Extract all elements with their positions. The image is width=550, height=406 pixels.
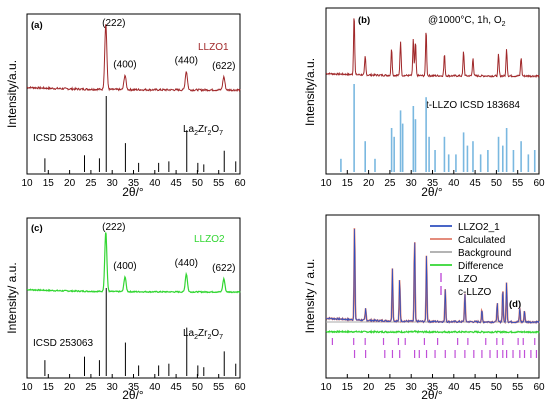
panel-a-peak-label: (622) <box>212 61 235 72</box>
panel-d-legend-label: Difference <box>458 261 504 272</box>
panel-c-peak-label: (222) <box>102 222 125 233</box>
panel-a-pattern-line <box>26 24 241 93</box>
panel-c-xtick-label: 35 <box>128 382 140 393</box>
panel-b-xtick-label: 45 <box>470 178 482 189</box>
panel-d-legend-label: c-LLZO <box>458 287 492 298</box>
panel-c-peak-label: (440) <box>175 258 198 269</box>
panel-c-reference-compound: La2Zr2O7 <box>183 328 223 341</box>
panel-d-xtick-label: 50 <box>491 382 503 393</box>
panel-d-xtick-label: 45 <box>470 382 482 393</box>
panel-d-xtick-label: 30 <box>406 382 418 393</box>
panel-c: (c) LLZO2 Intensity/ a.u. 2θ/° ICSD 2530… <box>5 217 246 402</box>
panel-c-xtick-label: 40 <box>149 382 161 393</box>
panel-d-xtick-label: 15 <box>342 382 354 393</box>
panel-b-condition-text: @1000°C, 1h, O <box>428 15 502 26</box>
panel-d-legend-label: LZO <box>458 274 478 285</box>
panel-d-ylabel: Intensity / a.u. <box>303 259 317 334</box>
panel-d-xtick-label: 55 <box>512 382 524 393</box>
panel-a-reference-compound: La2Zr2O7 <box>183 124 223 137</box>
panel-d: (d) Intensity / a.u. 2θ/° LLZO2_1 Calcula… <box>303 214 545 402</box>
panel-c-pattern-line <box>27 232 241 294</box>
panel-d-legend-label: Calculated <box>458 235 505 246</box>
panel-a: (a) LLZO1 Intensity/a.u. 2θ/° ICSD 25306… <box>5 13 246 199</box>
panel-d-xtick-label: 60 <box>533 382 545 393</box>
panel-a-xtick-label: 30 <box>107 178 119 189</box>
panel-b-xtick-label: 40 <box>448 178 460 189</box>
panel-b-plot: 10 15 20 25 30 35 40 45 50 55 60 <box>320 18 545 189</box>
panel-d-xtick-label: 40 <box>448 382 460 393</box>
panel-c-xtick-label: 25 <box>85 382 97 393</box>
panel-b-xtick-label: 35 <box>427 178 439 189</box>
panel-a-label: (a) <box>31 20 43 31</box>
panel-c-xtick-label: 20 <box>64 382 76 393</box>
panel-b-condition-subscript: 2 <box>502 21 506 28</box>
panel-b-pattern-line <box>325 18 540 79</box>
panel-b: (b) @1000°C, 1h, O2 Intensity/a.u. 2θ/° … <box>303 7 545 199</box>
panel-d-legend-label: LLZO2_1 <box>458 222 500 233</box>
panel-b-xtick-label: 60 <box>533 178 545 189</box>
panel-c-reference-label: ICSD 253063 <box>33 338 93 349</box>
panel-a-peak-label: (222) <box>102 18 125 29</box>
panel-d-xtick-label: 10 <box>320 382 332 393</box>
panel-c-peak-label: (400) <box>113 261 136 272</box>
panel-a-xtick-label: 50 <box>192 178 204 189</box>
panel-d-legend-box <box>424 218 536 300</box>
panel-a-xtick-label: 15 <box>43 178 55 189</box>
panel-a-reference-label: ICSD 253063 <box>33 133 93 144</box>
panel-b-reference-label: t-LLZO ICSD 183684 <box>426 100 520 111</box>
panel-c-plot: (222) (400) (440) (622) 10 15 20 25 30 35 40 45 50 55… <box>21 222 246 393</box>
panel-a-xtick-label: 55 <box>213 178 225 189</box>
panel-a-xtick-label: 20 <box>64 178 76 189</box>
panel-b-xtick-label: 55 <box>512 178 524 189</box>
panel-a-plot: (222) (400) (440) (622) 10 15 20 25 30 35 40 45 50 55… <box>21 18 246 189</box>
panel-c-xlabel: 2θ/° <box>122 388 144 402</box>
panel-a-xtick-label: 25 <box>85 178 97 189</box>
panel-a-xlabel: 2θ/° <box>122 185 144 199</box>
panel-a-series-label: LLZO1 <box>198 42 229 53</box>
panel-a-xtick-label: 45 <box>171 178 183 189</box>
panel-a-peak-label: (400) <box>113 59 136 70</box>
panel-d-xtick-label: 35 <box>427 382 439 393</box>
panel-c-xtick-label: 30 <box>107 382 119 393</box>
panel-b-xtick-label: 15 <box>342 178 354 189</box>
panel-d-difference-line <box>325 329 540 335</box>
panel-d-observed-line <box>325 228 540 324</box>
panel-c-xtick-label: 10 <box>21 382 33 393</box>
panel-d-legend-label: Background <box>458 248 511 259</box>
panel-d-xtick-label: 25 <box>384 382 396 393</box>
panel-c-xtick-label: 60 <box>234 382 246 393</box>
panel-b-xlabel: 2θ/° <box>421 185 443 199</box>
panel-d-label: (d) <box>509 299 521 310</box>
panel-b-label: (b) <box>358 15 370 26</box>
panel-c-peak-label: (622) <box>212 263 235 274</box>
panel-d-xtick-label: 20 <box>363 382 375 393</box>
panel-c-ylabel: Intensity/ a.u. <box>5 262 19 333</box>
panel-c-xtick-label: 55 <box>213 382 225 393</box>
panel-b-xtick-label: 20 <box>363 178 375 189</box>
panel-a-xtick-label: 60 <box>234 178 246 189</box>
panel-a-peak-label: (440) <box>175 56 198 67</box>
panel-a-xtick-label: 40 <box>149 178 161 189</box>
panel-d-xlabel: 2θ/° <box>421 388 443 402</box>
panel-c-xtick-label: 15 <box>43 382 55 393</box>
panel-a-frame <box>26 13 241 175</box>
panel-c-label: (c) <box>31 223 43 234</box>
panel-d-legend: LLZO2_1 Calculated Background Difference LZO… <box>424 218 536 300</box>
panel-b-xtick-label: 10 <box>320 178 332 189</box>
panel-b-condition: @1000°C, 1h, O2 <box>428 15 506 28</box>
panel-d-plot: 10 15 20 25 30 35 40 45 50 55 60 <box>320 228 545 393</box>
panel-b-ylabel: Intensity/a.u. <box>303 58 317 126</box>
panel-c-xtick-label: 50 <box>192 382 204 393</box>
panel-a-xtick-label: 10 <box>21 178 33 189</box>
panel-a-xtick-label: 35 <box>128 178 140 189</box>
panel-b-xtick-label: 30 <box>406 178 418 189</box>
panel-c-xtick-label: 45 <box>171 382 183 393</box>
panel-b-xtick-label: 25 <box>384 178 396 189</box>
panel-c-series-label: LLZO2 <box>194 234 225 245</box>
panel-b-xtick-label: 50 <box>491 178 503 189</box>
panel-a-ylabel: Intensity/a.u. <box>5 60 19 128</box>
